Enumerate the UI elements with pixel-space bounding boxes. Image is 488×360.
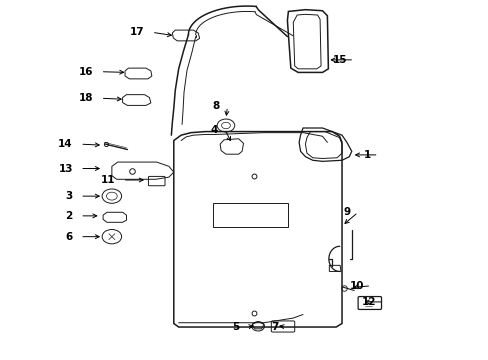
Text: 16: 16 [79, 67, 93, 77]
Text: 9: 9 [343, 207, 350, 217]
Text: 11: 11 [101, 175, 115, 185]
Text: 6: 6 [65, 232, 73, 242]
Text: 7: 7 [271, 322, 278, 332]
Text: 18: 18 [79, 93, 93, 103]
Text: 3: 3 [65, 191, 73, 201]
Text: 1: 1 [363, 150, 370, 160]
Text: 2: 2 [65, 211, 73, 221]
Text: 8: 8 [212, 102, 220, 112]
Text: 4: 4 [210, 125, 217, 135]
Text: 15: 15 [332, 55, 346, 65]
Text: 14: 14 [58, 139, 73, 149]
Text: 12: 12 [361, 297, 375, 307]
Text: 13: 13 [58, 163, 73, 174]
Text: 17: 17 [130, 27, 144, 37]
Text: 5: 5 [232, 322, 239, 332]
Text: 10: 10 [349, 281, 363, 291]
